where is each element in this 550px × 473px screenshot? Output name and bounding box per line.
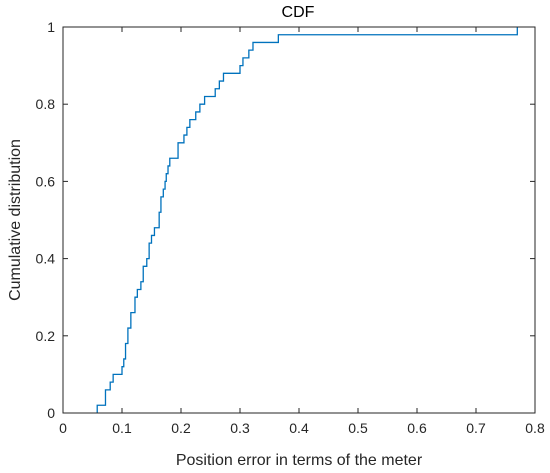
x-tick-label: 0: [59, 420, 67, 436]
plot-frame: [62, 26, 536, 414]
y-tick-label: 1: [47, 19, 55, 35]
y-tick-label: 0.4: [36, 251, 56, 267]
x-tick-label: 0.5: [348, 420, 368, 436]
y-tick-label: 0.8: [36, 96, 56, 112]
x-tick-label: 0.3: [230, 420, 250, 436]
x-tick-label: 0.2: [171, 420, 191, 436]
x-tick-label: 0.7: [466, 420, 486, 436]
x-axis-label: Position error in terms of the meter: [176, 452, 423, 469]
y-tick-label: 0.6: [36, 173, 56, 189]
ticks-layer: 0 0.1 0.2 0.3 0.4 0.5 0.6 0.7 0.8 0 0.2 0.4 0.6 0.8 1: [36, 19, 545, 436]
x-tick-label: 0.1: [112, 420, 132, 436]
x-tick-label: 0.4: [289, 420, 309, 436]
y-tick-label: 0: [47, 405, 55, 421]
x-tick-label: 0.6: [407, 420, 427, 436]
series-layer: [96, 27, 518, 413]
x-tick-label: 0.8: [525, 420, 545, 436]
y-axis-label: Cumulative distribution: [7, 139, 24, 301]
plot-area: [63, 27, 535, 413]
y-tick-label: 0.2: [36, 328, 56, 344]
cdf-series-line: [96, 27, 518, 413]
chart-title: CDF: [282, 4, 315, 21]
